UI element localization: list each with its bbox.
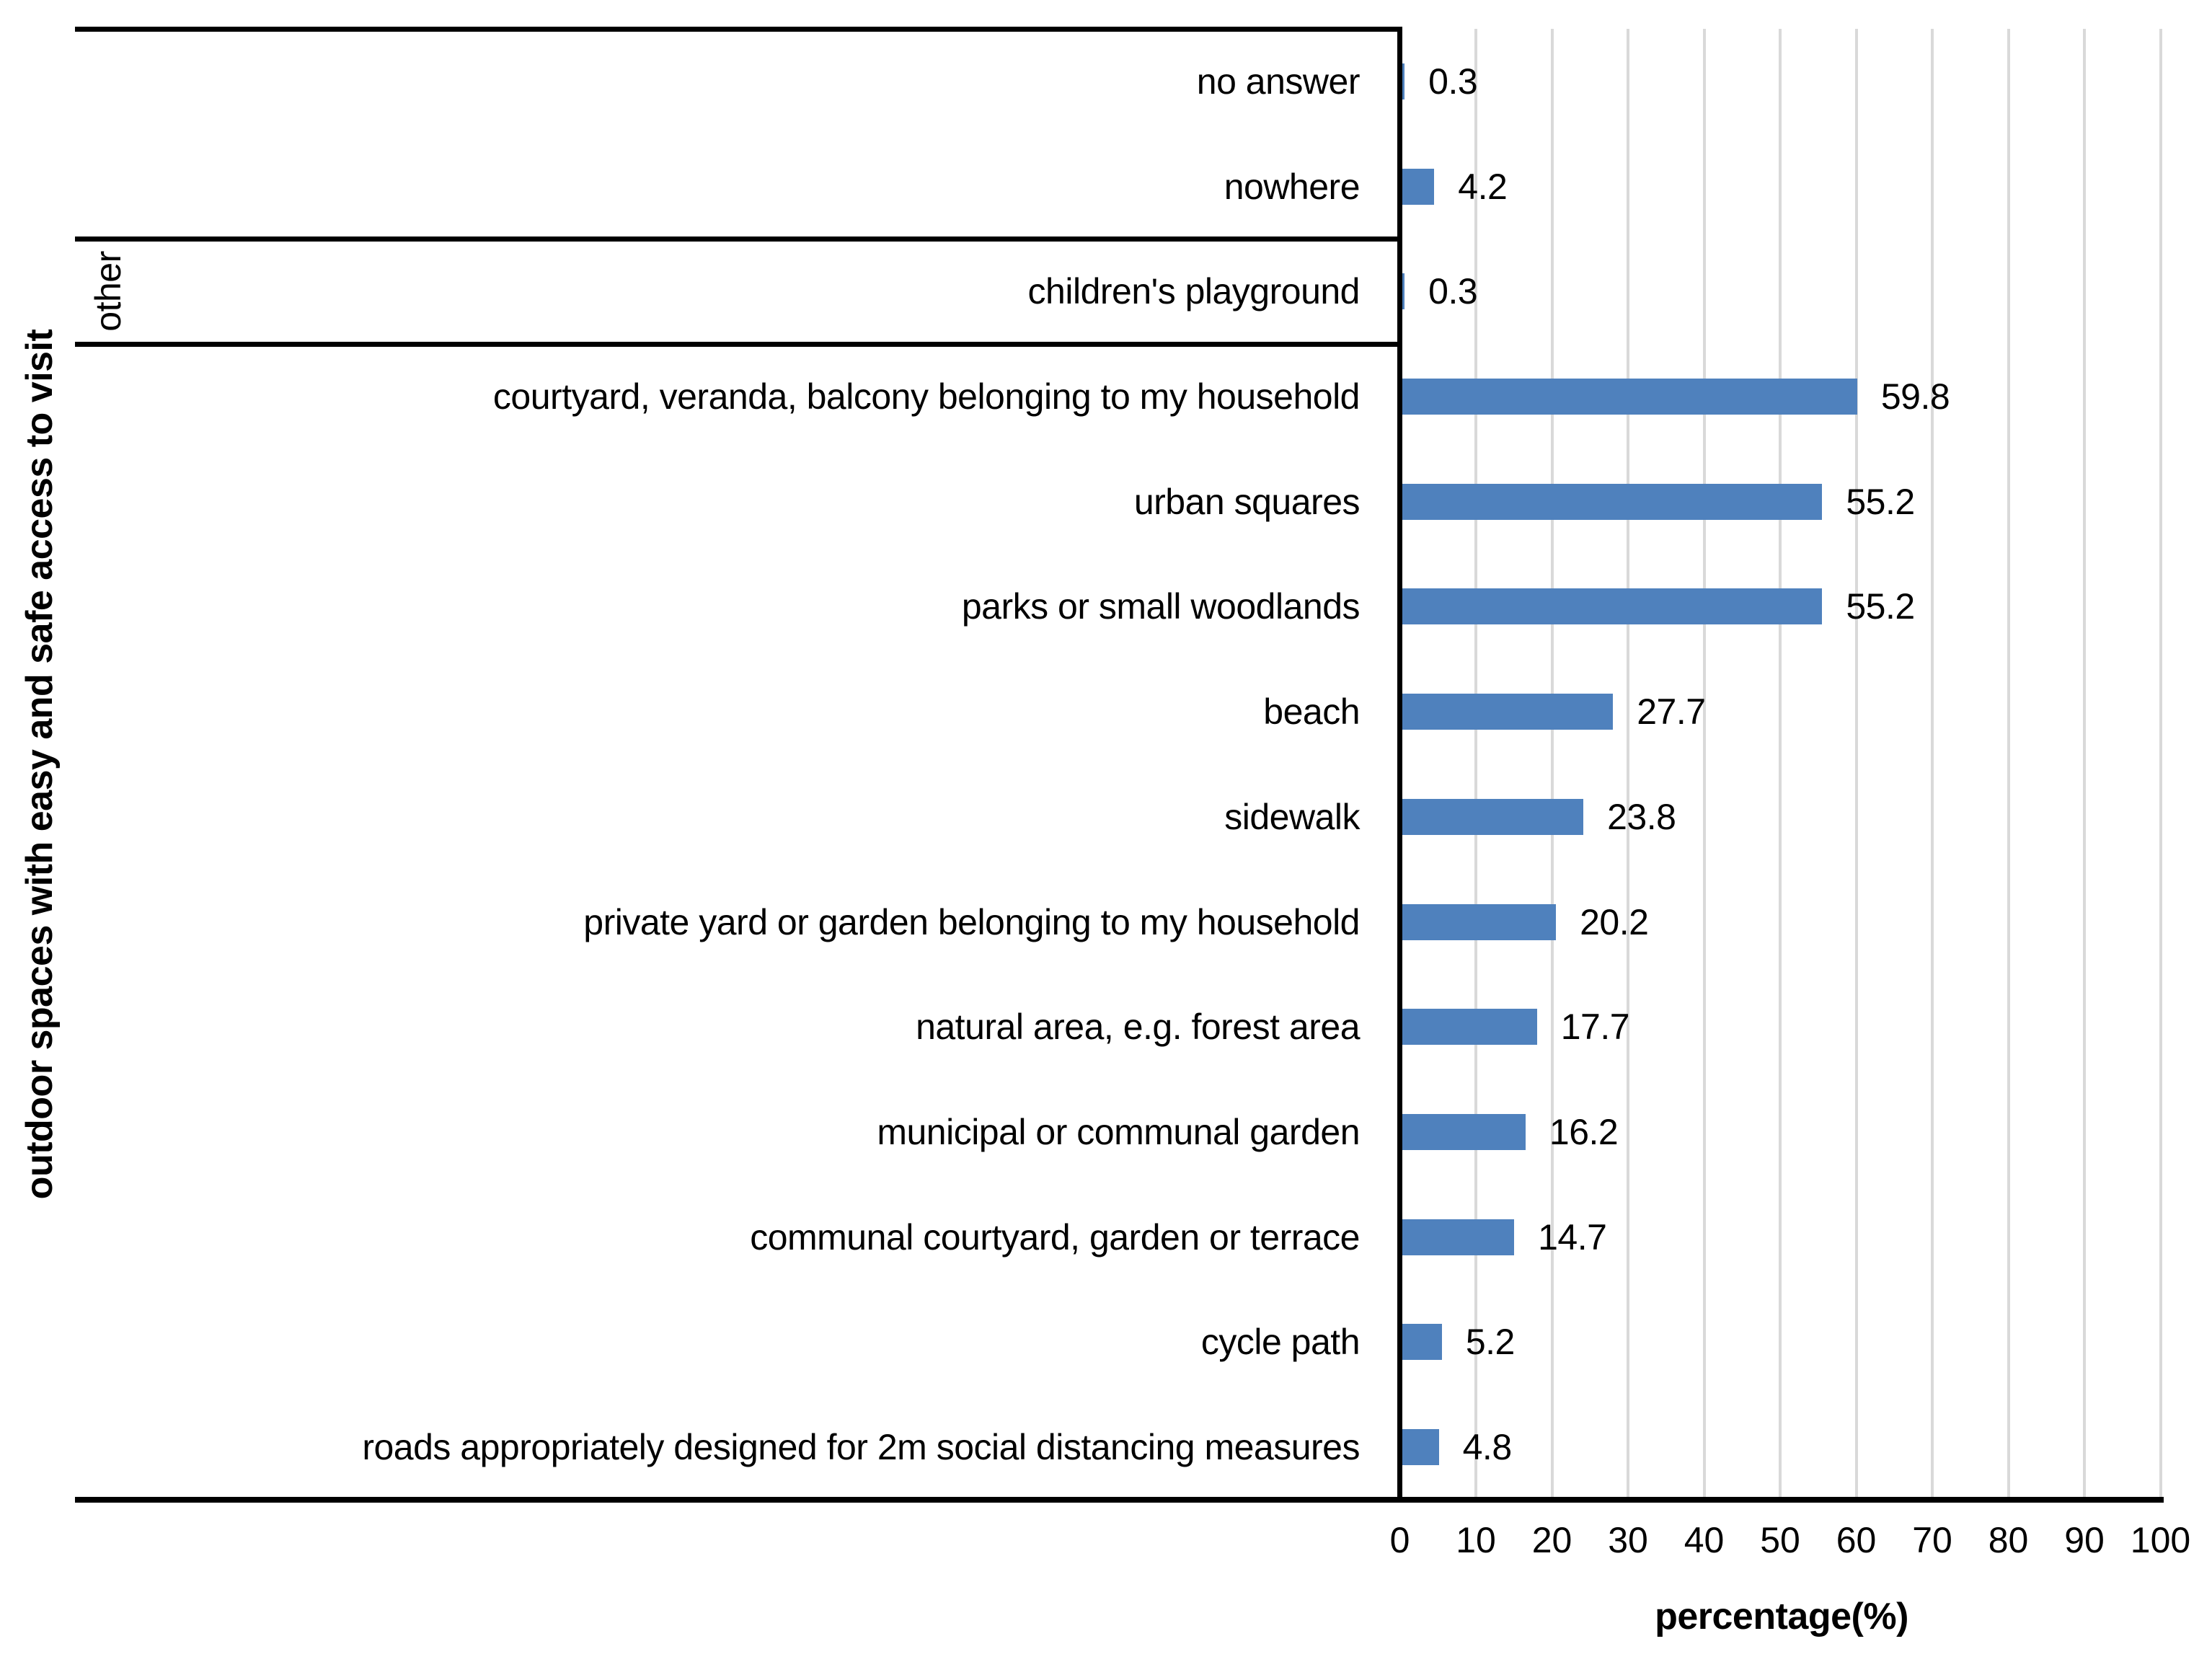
bar — [1402, 483, 1823, 520]
value-label: 59.8 — [1880, 376, 1950, 417]
section-border — [75, 341, 1402, 347]
category-label: communal courtyard, garden or terrace — [750, 1216, 1360, 1257]
gridline — [2007, 29, 2010, 1500]
tick-label: 80 — [1988, 1520, 2029, 1560]
value-label: 4.8 — [1462, 1427, 1513, 1468]
gridline — [1931, 29, 1934, 1500]
value-label: 4.2 — [1458, 166, 1508, 207]
y-axis-title: outdoor spaces with easy and safe access… — [19, 329, 61, 1200]
value-label: 23.8 — [1607, 796, 1676, 837]
category-label: natural area, e.g. forest area — [916, 1007, 1360, 1048]
bar — [1402, 1429, 1439, 1466]
value-label: 14.7 — [1538, 1216, 1607, 1257]
value-label: 55.2 — [1846, 481, 1915, 522]
tick-label: 60 — [1836, 1520, 1877, 1560]
bar — [1402, 1219, 1515, 1255]
value-label: 5.2 — [1465, 1322, 1516, 1363]
value-label: 20.2 — [1580, 901, 1649, 942]
tick-label: 70 — [1912, 1520, 1952, 1560]
category-label: parks or small woodlands — [961, 586, 1361, 627]
gridline — [1550, 29, 1554, 1500]
category-label: urban squares — [1133, 481, 1361, 522]
bottom-axis-line — [75, 1497, 2164, 1503]
gridline — [1779, 29, 1782, 1500]
bar — [1402, 903, 1557, 940]
tick-label: 100 — [2130, 1520, 2191, 1560]
bar — [1402, 1324, 1442, 1361]
tick-label: 50 — [1760, 1520, 1800, 1560]
group-label-other: other — [88, 251, 128, 332]
value-label: 17.7 — [1560, 1007, 1630, 1048]
section-border — [75, 26, 1402, 32]
gridline — [1702, 29, 1706, 1500]
tick-label: 20 — [1531, 1520, 1572, 1560]
category-label: private yard or garden belonging to my h… — [583, 901, 1360, 942]
x-axis-title: percentage(%) — [1655, 1596, 1908, 1637]
category-label: roads appropriately designed for 2m soci… — [362, 1427, 1360, 1468]
value-label: 0.3 — [1428, 61, 1478, 102]
bar — [1402, 273, 1405, 310]
category-label: children's playground — [1027, 271, 1361, 312]
tick-label: 90 — [2064, 1520, 2105, 1560]
tick-label: 40 — [1684, 1520, 1725, 1560]
category-label: nowhere — [1224, 166, 1361, 207]
category-label: no answer — [1196, 61, 1361, 102]
bar — [1402, 588, 1823, 625]
gridline — [2159, 29, 2162, 1500]
category-label: courtyard, veranda, balcony belonging to… — [492, 376, 1361, 417]
category-label: beach — [1263, 691, 1360, 733]
value-label: 27.7 — [1637, 691, 1706, 733]
section-border — [75, 236, 1402, 242]
tick-label: 0 — [1389, 1520, 1410, 1560]
bar — [1402, 1114, 1526, 1150]
axis-line — [1397, 27, 1402, 1503]
bar — [1402, 63, 1405, 100]
value-label: 55.2 — [1846, 586, 1915, 627]
category-label: cycle path — [1200, 1322, 1361, 1363]
bar — [1402, 1009, 1537, 1046]
category-label: sidewalk — [1224, 796, 1360, 837]
gridline — [1627, 29, 1629, 1500]
bar — [1402, 694, 1614, 730]
value-label: 16.2 — [1549, 1112, 1619, 1152]
tick-label: 30 — [1608, 1520, 1648, 1560]
gridline — [1474, 29, 1477, 1500]
value-label: 0.3 — [1428, 271, 1478, 312]
tick-label: 10 — [1456, 1520, 1496, 1560]
gridline — [2083, 29, 2086, 1500]
gridline — [1854, 29, 1858, 1500]
bar — [1402, 798, 1584, 835]
bar — [1402, 168, 1435, 205]
category-label: municipal or communal garden — [877, 1112, 1360, 1152]
bar — [1402, 379, 1857, 415]
